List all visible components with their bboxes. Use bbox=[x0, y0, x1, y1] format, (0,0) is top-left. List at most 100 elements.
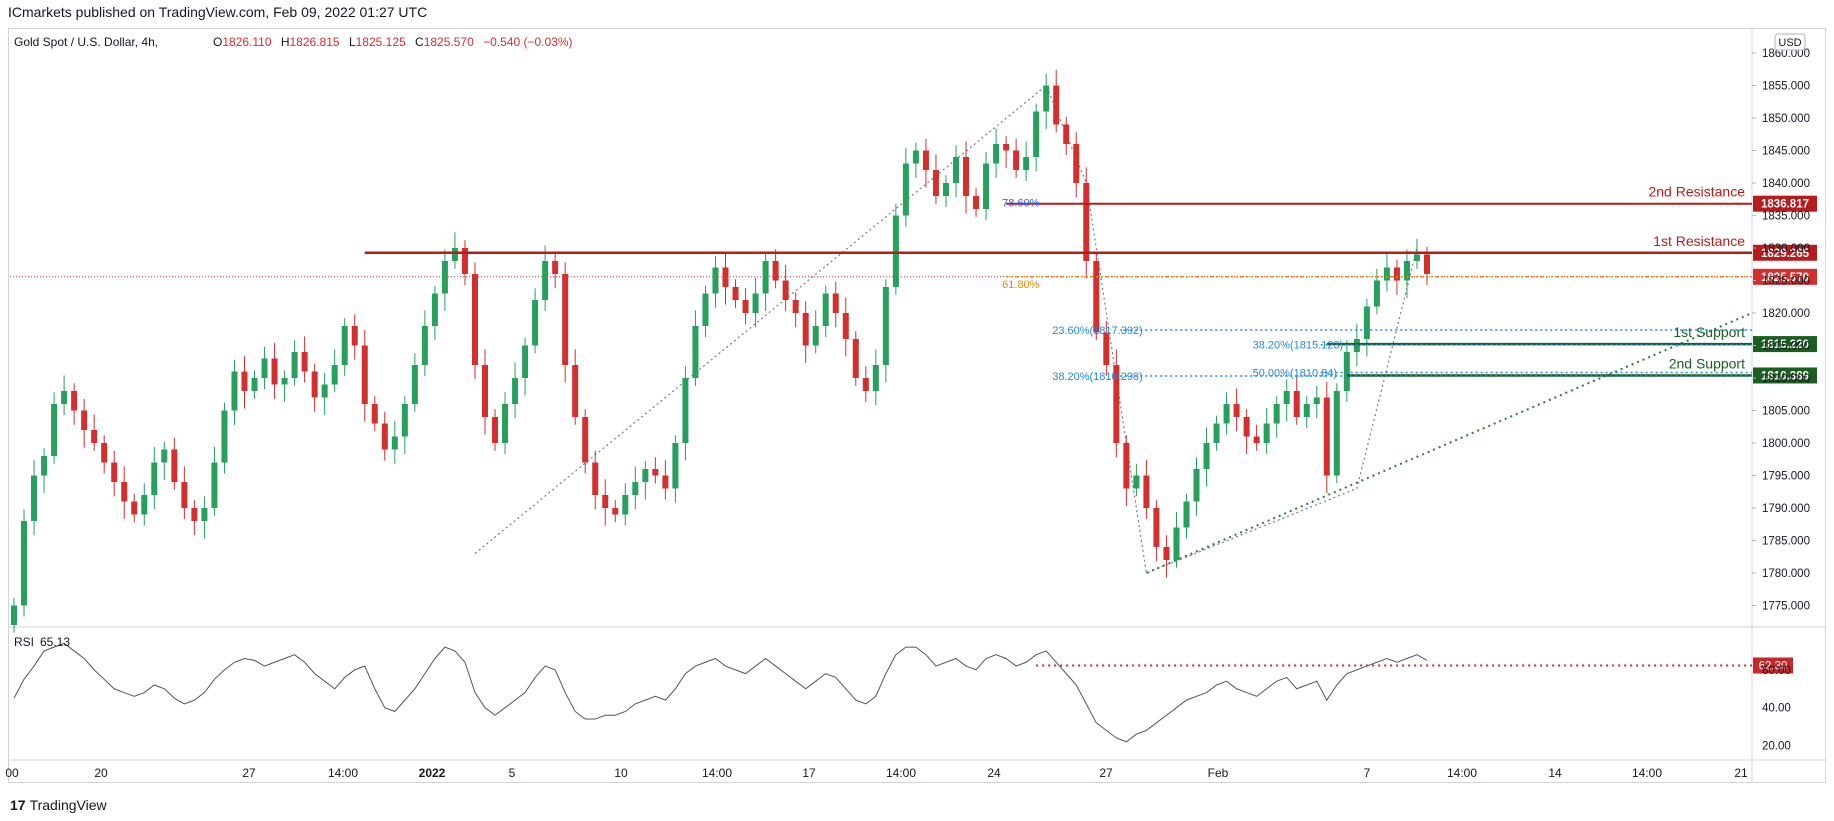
candle-body bbox=[1293, 391, 1300, 417]
candle bbox=[682, 366, 689, 461]
candle bbox=[161, 441, 168, 481]
candle-body bbox=[101, 443, 108, 463]
candle bbox=[1153, 500, 1160, 562]
candle bbox=[1233, 388, 1240, 432]
x-tick-label: 21 bbox=[1734, 766, 1748, 780]
currency-badge[interactable]: USD bbox=[1774, 33, 1806, 51]
candle-body bbox=[431, 293, 438, 326]
candle-body bbox=[281, 378, 288, 385]
candle-body bbox=[1173, 527, 1180, 560]
rsi-level-tag bbox=[1753, 657, 1793, 674]
candle bbox=[902, 147, 909, 227]
y-tick-label: 1860.000 bbox=[1762, 48, 1810, 60]
candle-body bbox=[722, 267, 729, 287]
candle bbox=[1253, 424, 1260, 451]
candle-body bbox=[471, 274, 478, 365]
candle-body bbox=[361, 345, 368, 404]
candle-body bbox=[942, 183, 949, 196]
candle bbox=[351, 314, 358, 360]
candle-body bbox=[171, 449, 178, 482]
symbol-label: Gold Spot / U.S. Dollar, 4h, bbox=[14, 35, 158, 49]
candle bbox=[812, 310, 819, 354]
candle bbox=[211, 446, 218, 516]
fib-level: 50.00%(1810.84) bbox=[1253, 368, 1752, 380]
candle bbox=[1203, 427, 1210, 487]
candle-body bbox=[932, 170, 939, 196]
candle-body bbox=[993, 144, 1000, 164]
candle bbox=[522, 337, 529, 396]
candle-body bbox=[121, 482, 128, 502]
candle bbox=[81, 398, 88, 448]
candle-body bbox=[732, 287, 739, 300]
candle bbox=[652, 457, 659, 484]
candle bbox=[1273, 396, 1280, 438]
candle-body bbox=[902, 163, 909, 216]
y-tick-label: 1820.000 bbox=[1762, 308, 1810, 320]
candle-body bbox=[892, 215, 899, 287]
price-tag bbox=[1753, 268, 1817, 285]
y-tick-label: 1785.000 bbox=[1762, 536, 1810, 548]
candle bbox=[111, 450, 118, 497]
candle-body bbox=[1343, 352, 1350, 391]
candle-body bbox=[1003, 144, 1010, 151]
x-tick-label: 5 bbox=[509, 766, 516, 780]
candle-body bbox=[141, 495, 148, 515]
candle-body bbox=[872, 365, 879, 391]
candle bbox=[451, 232, 458, 269]
price-tag-label: 1825.570 bbox=[1761, 272, 1809, 284]
candle bbox=[832, 281, 839, 328]
candle-body bbox=[1183, 501, 1190, 528]
candle-body bbox=[61, 391, 68, 404]
candle bbox=[1103, 320, 1110, 377]
grid bbox=[8, 28, 1826, 783]
y-tick-label: 1825.000 bbox=[1762, 276, 1810, 288]
candle-body bbox=[612, 508, 619, 515]
candle-body bbox=[862, 378, 869, 391]
x-tick-label: 00 bbox=[5, 766, 19, 780]
candle bbox=[953, 145, 959, 198]
candle-body bbox=[852, 339, 859, 378]
candle-body bbox=[1213, 423, 1220, 443]
candle-body bbox=[351, 326, 358, 346]
candle bbox=[1333, 383, 1340, 484]
candle bbox=[51, 392, 58, 464]
candle-body bbox=[802, 313, 809, 346]
candle bbox=[782, 264, 789, 312]
y-tick-label: 1780.000 bbox=[1762, 568, 1810, 580]
candle bbox=[311, 363, 318, 412]
y-tick-label: 1840.000 bbox=[1762, 178, 1810, 190]
candle bbox=[301, 336, 308, 383]
candle bbox=[1083, 167, 1090, 279]
candle bbox=[201, 496, 208, 539]
legend: Gold Spot / U.S. Dollar, 4h, O1826.110 H… bbox=[14, 35, 573, 649]
candle-body bbox=[1113, 365, 1120, 443]
candle bbox=[1173, 511, 1180, 568]
candle-body bbox=[381, 423, 388, 450]
candle bbox=[1093, 253, 1100, 341]
ohlc-readout: O1826.110 H1826.815 L1825.125 C1825.570 … bbox=[213, 35, 573, 49]
y-tick-label: 1815.000 bbox=[1762, 341, 1810, 353]
candle-body bbox=[1253, 436, 1260, 443]
candle bbox=[471, 262, 478, 380]
candle-body bbox=[782, 280, 789, 300]
candle-body bbox=[271, 358, 278, 385]
candle-body bbox=[562, 274, 569, 365]
candle bbox=[61, 375, 68, 416]
candle-body bbox=[652, 469, 659, 476]
candle bbox=[712, 255, 719, 308]
fib-label: 78.60% bbox=[1002, 198, 1040, 210]
candle bbox=[1283, 379, 1290, 422]
candle bbox=[722, 251, 729, 305]
level-label: 2nd Resistance bbox=[1648, 184, 1745, 200]
candle bbox=[963, 141, 970, 214]
candle-body bbox=[792, 300, 799, 313]
ohlc-open: 1826.110 bbox=[222, 35, 271, 49]
candle bbox=[1403, 249, 1410, 299]
candle bbox=[892, 203, 899, 295]
x-tick-label: 27 bbox=[242, 766, 256, 780]
candle-body bbox=[31, 475, 38, 521]
candle bbox=[1243, 409, 1250, 455]
candle-body bbox=[742, 300, 749, 313]
candle bbox=[932, 154, 939, 204]
